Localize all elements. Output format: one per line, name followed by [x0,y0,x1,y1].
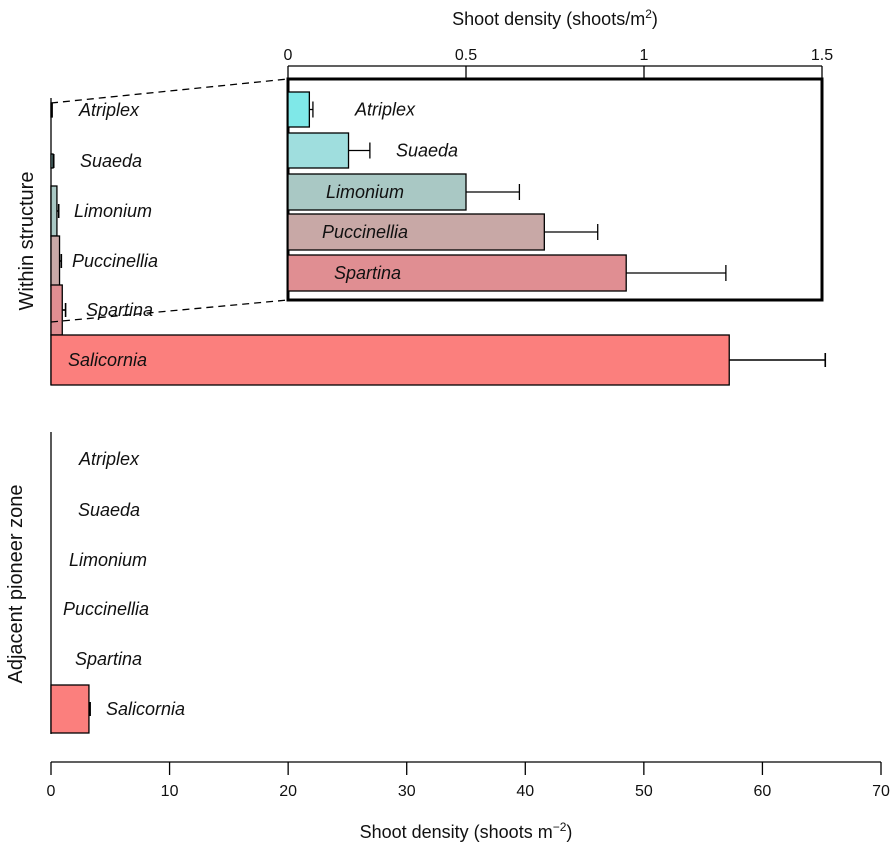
bottom-x-axis: 0 10 20 30 40 50 60 70 Shoot density (shoots m−2… [47,761,890,842]
bottom-label-atriplex: Atriplex [78,449,140,469]
bar-limonium [50,185,58,237]
inset-x-tick-label: 0 [284,47,293,64]
inset-panel: 0 0.5 1 1.5 Shoot density (shoots/m2) Atriple… [50,7,833,323]
x-axis-title-close: ) [566,822,572,842]
x-tick-label: 50 [635,783,653,800]
bar-spartina [50,284,63,336]
x-tick-label: 30 [398,783,416,800]
inset-x-tick-label: 1 [640,47,649,64]
bar-puccinellia [50,235,61,287]
x-tick-label: 0 [47,783,56,800]
zoom-line-top [50,78,289,104]
inset-x-tick-label: 0.5 [455,47,477,64]
label-limonium: Limonium [74,201,152,221]
x-tick-label: 10 [161,783,179,800]
bar-salicornia [50,334,730,386]
label-puccinellia: Puccinellia [72,251,158,271]
zoom-line-bottom [50,299,289,323]
inset-label-limonium: Limonium [326,182,404,202]
bottom-label-spartina: Spartina [75,649,142,669]
inset-label-spartina: Spartina [334,263,401,283]
bottom-label-salicornia: Salicornia [106,699,185,719]
x-tick-label: 20 [279,783,297,800]
inset-label-suaeda: Suaeda [396,141,458,161]
bar-suaeda [50,153,54,169]
inset-label-atriplex: Atriplex [354,100,416,120]
x-tick-label: 40 [516,783,534,800]
inset-label-puccinellia: Puccinellia [322,222,408,242]
label-salicornia: Salicornia [68,350,147,370]
inset-bar-spartina [287,254,627,292]
within-structure-label: Within structure [16,172,38,311]
bottom-label-suaeda: Suaeda [78,500,140,520]
inset-bar-limonium [287,173,467,211]
x-axis-title-superscript: −2 [553,820,567,834]
inset-x-axis-title-superscript: 2 [645,7,652,21]
inset-bar-suaeda [287,132,350,169]
inset-x-tick-label: 1.5 [811,47,833,64]
inset-x-axis-title: Shoot density (shoots/m2) [452,7,658,29]
inset-bar-atriplex [287,91,311,128]
bottom-bar-salicornia [50,684,90,734]
label-spartina: Spartina [86,300,153,320]
x-axis-title: Shoot density (shoots m−2) [360,820,573,842]
x-tick-label: 70 [872,783,890,800]
inset-bar-puccinellia [287,213,545,251]
adjacent-pioneer-zone-label: Adjacent pioneer zone [5,484,27,683]
bottom-label-limonium: Limonium [69,550,147,570]
inset-x-axis-title-close: ) [652,9,658,29]
adjacent-pioneer-zone-panel: Atriplex Suaeda Limonium Puccinellia Spartin… [5,432,185,734]
label-suaeda: Suaeda [80,151,142,171]
label-atriplex: Atriplex [78,100,140,120]
x-tick-label: 60 [754,783,772,800]
within-structure-panel: Atriplex Suaeda Limonium Puccinellia Spartin… [16,98,827,386]
bottom-label-puccinellia: Puccinellia [63,599,149,619]
